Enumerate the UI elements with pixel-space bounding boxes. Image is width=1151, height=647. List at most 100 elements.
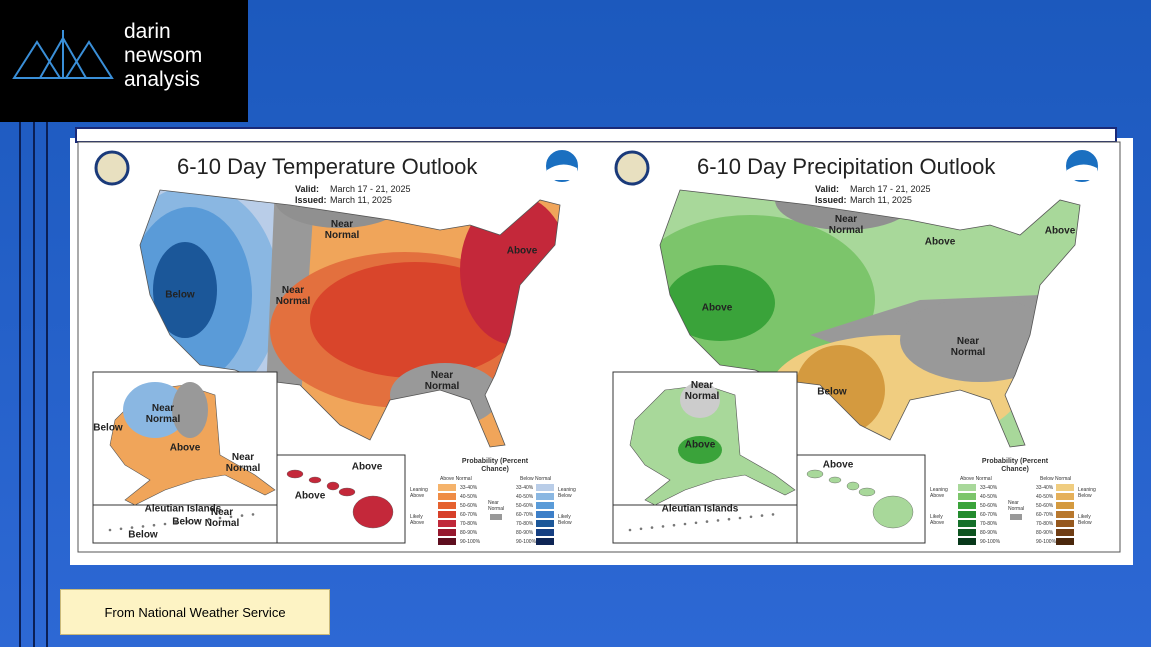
- hawaii-inset: [796, 454, 926, 544]
- legend-swatch: [958, 484, 976, 491]
- aleutian-inset: [92, 504, 278, 544]
- hawaii-island: [326, 481, 340, 491]
- legend-range: 60-70%: [516, 512, 534, 518]
- hawaii-island: [806, 469, 824, 479]
- island: [749, 515, 753, 519]
- legend-range: 40-50%: [980, 494, 998, 500]
- legend-swatch: [958, 502, 976, 509]
- island: [672, 523, 676, 527]
- region-label: Near Normal: [324, 219, 360, 241]
- alaska-region: [172, 382, 208, 438]
- valid-label: Valid:: [295, 184, 320, 194]
- legend-range: 90-100%: [460, 539, 481, 545]
- region-label: Near Normal: [424, 370, 460, 392]
- us-outline: [659, 189, 1081, 448]
- island: [716, 519, 720, 522]
- region-label: Near Normal: [275, 285, 311, 307]
- region-label: Above: [924, 236, 956, 248]
- hawaii-island: [338, 487, 356, 497]
- region-label: Below: [172, 516, 202, 528]
- legend-header: Below Normal: [520, 476, 552, 482]
- legend-group: Likely Below: [558, 514, 572, 526]
- island: [738, 516, 742, 520]
- region-label: Above: [351, 461, 383, 473]
- alaska-region: [678, 436, 722, 464]
- legend-swatch: [1056, 520, 1074, 527]
- legend-swatch: [536, 493, 554, 500]
- legend-swatch: [438, 538, 456, 545]
- legend-range: 80-90%: [1036, 530, 1054, 536]
- region-label: Below: [93, 422, 123, 434]
- region-label: Near Normal: [145, 403, 181, 425]
- legend-title: Probability (Percent Chance): [981, 458, 1049, 473]
- legend-range: 60-70%: [1036, 512, 1054, 518]
- caption: From National Weather Service: [60, 589, 330, 635]
- legend-swatch: [958, 493, 976, 500]
- legend-swatch: [1056, 484, 1074, 491]
- legend-swatch: [536, 502, 554, 509]
- region-label: Above: [684, 439, 716, 451]
- legend-range: 60-70%: [460, 512, 478, 518]
- hawaii-island: [872, 495, 914, 529]
- island: [141, 525, 145, 528]
- map-panel: [92, 148, 580, 545]
- legend-range: 50-60%: [516, 503, 534, 509]
- noaa-gull: [547, 164, 577, 180]
- island: [650, 526, 654, 529]
- region-label: Above: [506, 245, 538, 257]
- legend-swatch: [958, 529, 976, 536]
- hawaii-island: [828, 476, 842, 484]
- legend-range: 33-40%: [460, 485, 478, 491]
- region-label: Above: [294, 490, 326, 502]
- legend-swatch: [1056, 538, 1074, 545]
- legend-swatch: [438, 493, 456, 500]
- island: [196, 519, 200, 522]
- island: [727, 517, 731, 521]
- issued-date: March 11, 2025: [850, 195, 912, 205]
- legend-swatch: [536, 511, 554, 518]
- island: [130, 526, 134, 529]
- legend-swatch: [536, 529, 554, 536]
- legend-swatch: [438, 529, 456, 536]
- region-label: Near Normal: [828, 214, 864, 236]
- legend-swatch: [1056, 502, 1074, 509]
- island: [639, 527, 643, 531]
- legend-range: 33-40%: [980, 485, 998, 491]
- legend-range: 90-100%: [516, 539, 537, 545]
- island: [683, 522, 687, 526]
- legend-group: Likely Below: [1078, 514, 1092, 526]
- doc-seal: [614, 150, 650, 186]
- logo: darin newsom analysis: [0, 0, 248, 122]
- legend-swatch: [1056, 493, 1074, 500]
- legend-swatch: [490, 514, 502, 520]
- island: [251, 513, 255, 516]
- us-outline: [139, 189, 561, 448]
- legend-range: 33-40%: [1036, 485, 1054, 491]
- logo-word: newsom: [124, 44, 203, 67]
- legend-range: 60-70%: [980, 512, 998, 518]
- legend-range: 70-80%: [516, 521, 534, 527]
- region-label: Below: [165, 289, 195, 301]
- issued-date: March 11, 2025: [330, 195, 392, 205]
- legend-group: Leaning Below: [1078, 487, 1096, 499]
- logo-word: darin: [124, 20, 171, 43]
- legend-range: 40-50%: [460, 494, 478, 500]
- legend-swatch: [1056, 529, 1074, 536]
- legend-group: Likely Above: [930, 514, 945, 526]
- region-label: Below: [817, 386, 847, 398]
- legend-group: Leaning Below: [558, 487, 576, 499]
- hawaii-island: [352, 495, 394, 529]
- issued-label: Issued:: [295, 195, 327, 205]
- outlook-region: [665, 265, 775, 341]
- legend-range: 50-60%: [980, 503, 998, 509]
- region-label: Near Normal: [950, 336, 986, 358]
- alaska-region: [123, 382, 187, 438]
- legend-swatch: [438, 511, 456, 518]
- hawaii-island: [308, 476, 322, 484]
- hawaii-island: [286, 469, 304, 479]
- legend-range: 90-100%: [1036, 539, 1057, 545]
- island: [108, 528, 112, 532]
- outlook-region: [153, 242, 217, 338]
